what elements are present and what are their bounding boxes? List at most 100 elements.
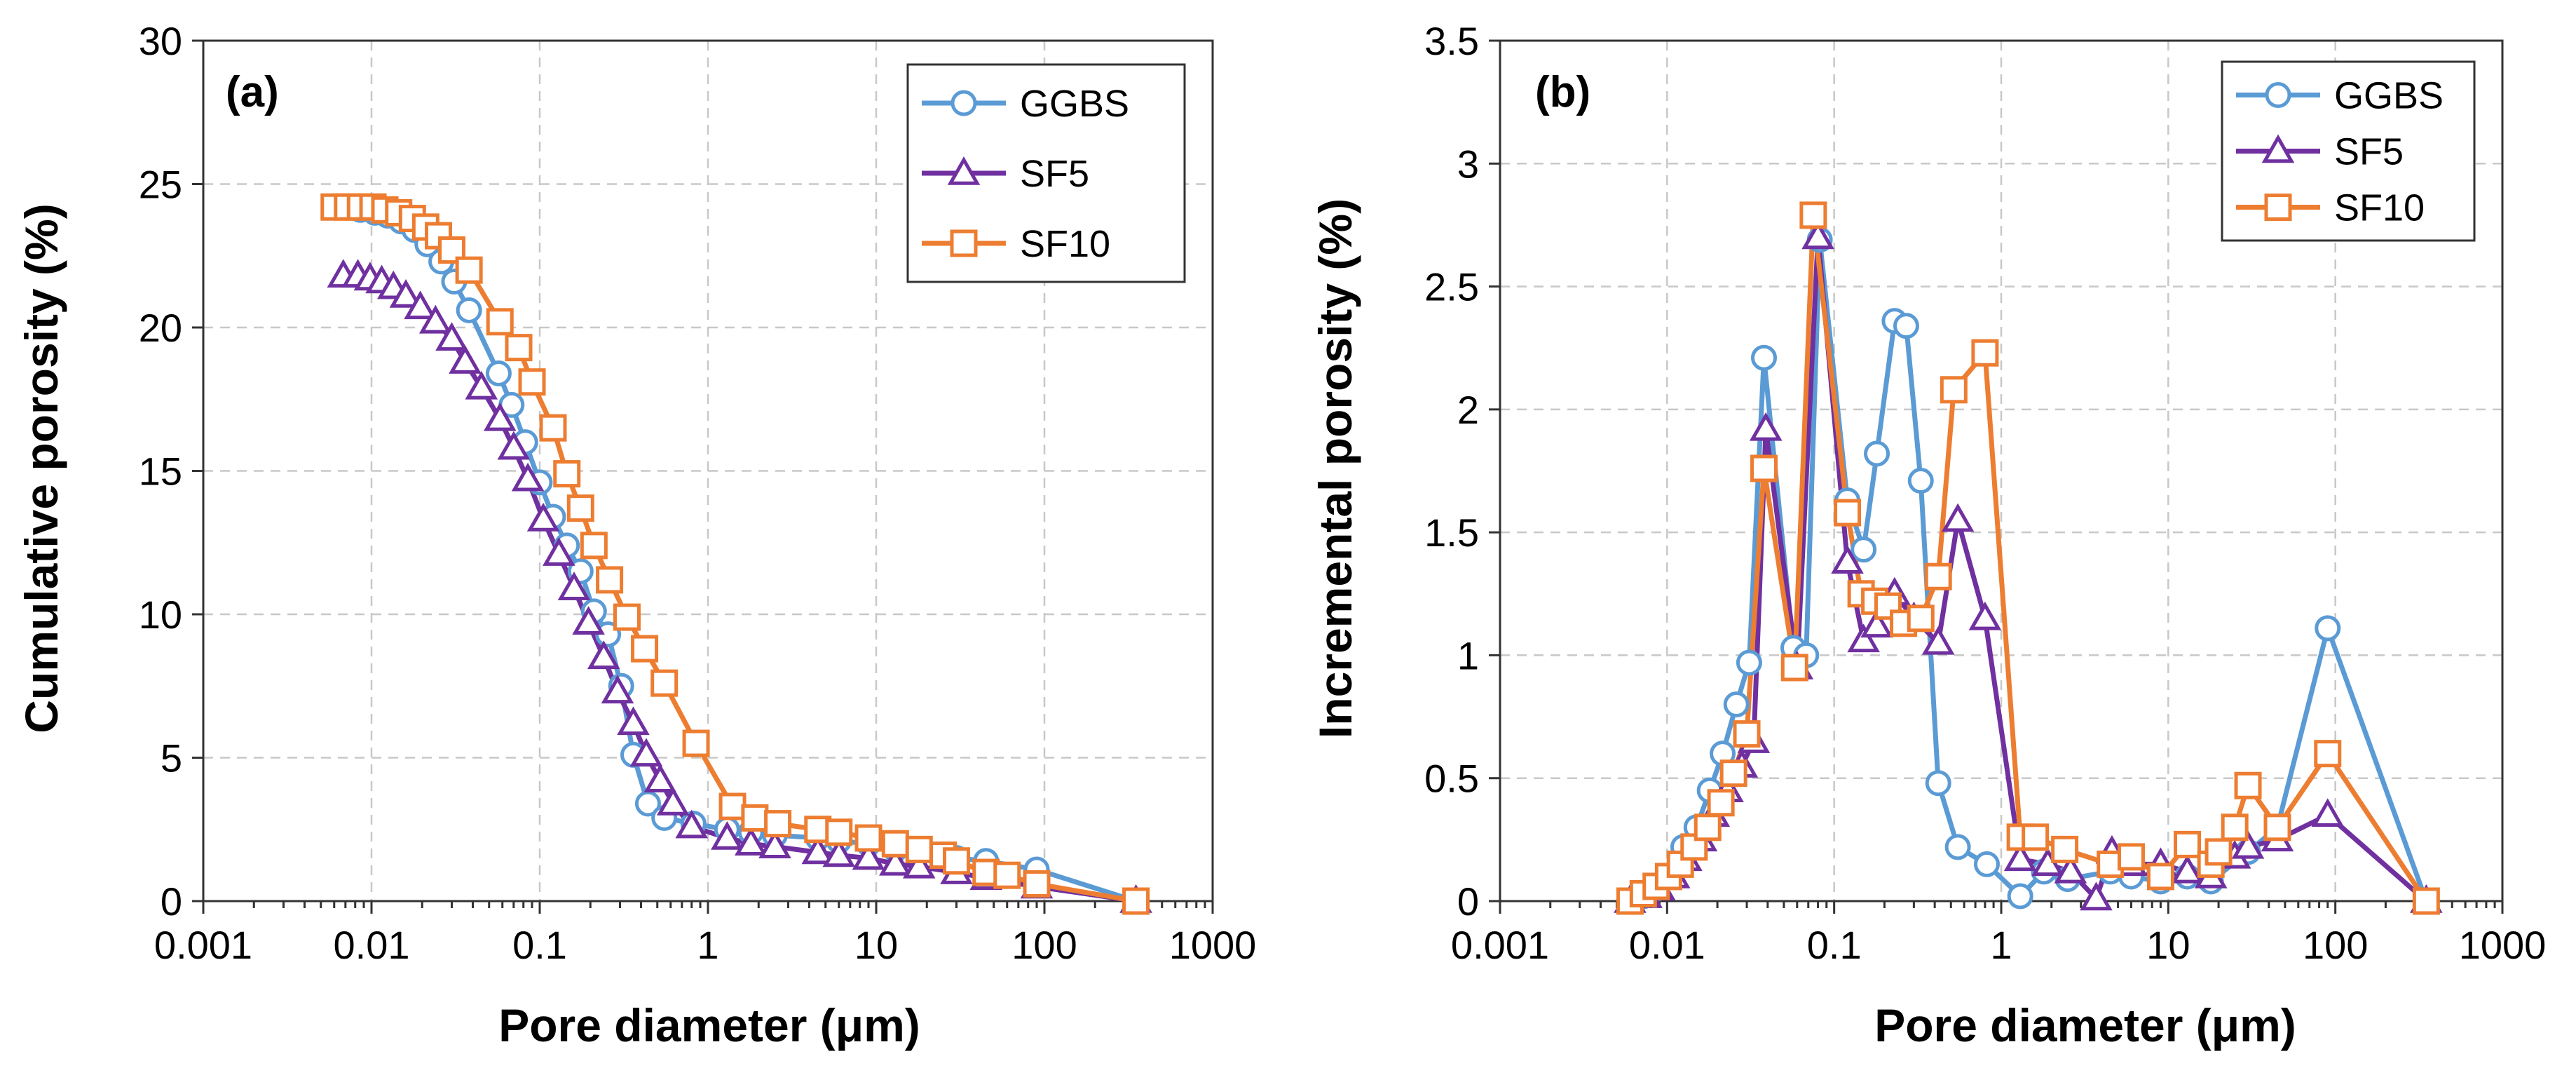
panel-a-sf5-data-point — [675, 809, 709, 839]
panel-a-sf10-data-point — [631, 635, 659, 663]
panel-b-x-tick-label: 0.01 — [1629, 923, 1705, 967]
panel-a-x-tick-label: 10 — [854, 923, 898, 967]
panel-b-ggbs-data-point — [1864, 440, 1890, 467]
panel-a-y-axis-title: Cumulative porosity (%) — [15, 203, 67, 733]
panel-a-sf10-data-point — [718, 792, 747, 820]
panel-b-y-tick-label: 3.5 — [1424, 19, 1479, 63]
panel-a-x-tick-label: 1 — [697, 923, 718, 967]
panel-b-sf5-data-point — [2080, 881, 2113, 911]
panel-b-sf10-data-point — [2022, 823, 2050, 851]
panel-a-sf10-data-point — [613, 603, 641, 631]
panel-b-x-axis-title: Pore diameter (μm) — [1874, 999, 2296, 1051]
panel-a-sf10-data-point — [1122, 887, 1150, 915]
panel-b-series — [1614, 201, 2443, 915]
panel-b-sf10-data-point — [2412, 887, 2440, 915]
panel-b-ggbs-data-point — [1751, 344, 1778, 371]
panel-a-sf5-data-point — [435, 322, 468, 351]
panel-a-sf10-data-point — [854, 824, 882, 852]
panel-b-sf10-data-point — [2051, 835, 2079, 863]
panel-a-sf5-data-point — [526, 502, 560, 532]
panel-a-legend-ggbs-label: GGBS — [1020, 83, 1129, 125]
panel-a-legend-sf5-label: SF5 — [1020, 153, 1089, 195]
panel-b-ggbs-data-point — [1973, 851, 2000, 877]
panel-b-sf5-data-point — [1749, 412, 1783, 441]
panel-b-legend-sf5-label: SF5 — [2334, 131, 2404, 173]
panel-b-incremental-porosity: 0.001 0.01 0.1 1 10 100 1000 0 0.5 1 1.5 2 2.5 3 3.5 (… — [1309, 19, 2546, 1051]
panel-b-sf5-data-point — [1860, 609, 1893, 638]
panel-a-y-tick-label: 25 — [139, 163, 182, 207]
panel-b-sf10-data-point — [1924, 562, 1952, 590]
panel-b-sf10-data-point — [1834, 499, 1862, 527]
panel-b-x-tick-label: 1 — [1990, 923, 2012, 967]
panel-b-sf5-data-point — [1968, 601, 2002, 630]
panel-a-x-tick-label: 0.01 — [334, 923, 410, 967]
panel-b-sf10-data-point — [1707, 789, 1735, 817]
panel-b-sf10-data-point — [1780, 654, 1808, 682]
panel-b-ggbs-data-point — [1893, 313, 1919, 339]
panel-a-sf10-markers — [320, 193, 1150, 915]
panel-a-sf5-data-point — [389, 278, 423, 308]
panel-b-legend-sf10-marker — [2264, 194, 2292, 221]
panel-a-sf10-data-point — [993, 861, 1021, 889]
panel-a-sf10-data-point — [741, 804, 769, 832]
panel-b-sf5-data-point — [2054, 854, 2087, 884]
panel-a-sf10-data-point — [518, 368, 546, 396]
panel-b-x-tick-label: 0.1 — [1807, 923, 1862, 967]
panel-a-sf5-data-point — [852, 841, 885, 870]
panel-b-x-tick-label: 100 — [2303, 923, 2368, 967]
panel-b-sf10-data-point — [1666, 850, 1694, 878]
panel-a-sf5-data-point — [543, 537, 575, 566]
panel-a-sf5-data-point — [497, 431, 531, 460]
panel-a-sf10-data-point — [505, 334, 533, 362]
panel-a-sf10-data-point — [486, 308, 514, 336]
panel-a-legend-ggbs-marker — [950, 90, 977, 116]
panel-b-sf10-data-point — [1907, 604, 1935, 633]
panel-b-sf5-data-point — [1941, 503, 1975, 532]
panel-a-sf10-data-point — [650, 669, 679, 697]
panel-b-legend-ggbs-label: GGBS — [2334, 75, 2444, 117]
panel-a-sf10-data-point — [539, 414, 567, 442]
panel-a-sf10-data-point — [881, 830, 909, 858]
panel-a-legend-sf10-label: SF10 — [1020, 223, 1110, 265]
panel-b-legend-ggbs-marker — [2265, 82, 2291, 108]
panel-b-sf10-data-point — [1940, 376, 1968, 404]
panel-a-sf5-data-point — [629, 738, 663, 767]
panel-a-y-tick-label: 0 — [161, 879, 182, 924]
panel-a-sf5-data-point — [822, 838, 856, 867]
panel-a-ticks: 0.001 0.01 0.1 1 10 100 1000 0 5 10 15 20 25 30 — [139, 19, 1257, 967]
panel-a-sf10-data-point — [943, 847, 971, 875]
panel-a-ggbs-data-point — [485, 360, 512, 386]
panel-a-sf5-data-point — [617, 706, 650, 736]
panel-a-sf5-data-point — [758, 830, 791, 859]
panel-a-x-axis-title: Pore diameter (μm) — [498, 999, 920, 1051]
panel-b-sf10-data-point — [2234, 771, 2262, 799]
panel-a-y-tick-label: 15 — [139, 449, 182, 494]
panel-a-sf5-data-point — [601, 675, 634, 704]
panel-a-sf5-data-point — [557, 572, 591, 600]
panel-b-sf10-data-point — [1971, 339, 1999, 367]
panel-a-sf10-data-point — [825, 818, 853, 846]
panel-a-legend-sf5-marker — [947, 156, 981, 185]
panel-b-sf5-data-point — [2003, 842, 2037, 872]
panel-b-legend-sf10-label: SF10 — [2334, 187, 2425, 229]
panel-b-sf10-data-point — [2117, 843, 2145, 871]
panel-b-sf5-data-point — [1847, 623, 1880, 653]
panel-b-sf5-data-point — [2231, 830, 2265, 859]
panel-a-sf5-data-point — [404, 290, 437, 320]
panel-a-label: (a) — [226, 68, 279, 116]
panel-a-sf5-data-point — [449, 345, 482, 374]
panel-b-sf10-data-point — [2173, 830, 2201, 858]
panel-a-y-tick-label: 30 — [139, 19, 182, 63]
panel-b-legend: GGBS SF5 SF10 — [2221, 60, 2476, 242]
panel-b-sf10-data-point — [1799, 201, 1827, 229]
panel-b-ggbs-data-point — [1944, 834, 1971, 860]
panel-b-y-tick-label: 0 — [1457, 879, 1479, 924]
panel-a-sf10-data-point — [566, 494, 594, 522]
panel-b-sf5-data-point — [1801, 220, 1834, 250]
panel-a-x-tick-label: 0.001 — [154, 923, 252, 967]
panel-b-sf5-data-point — [2171, 854, 2204, 884]
panel-b-ggbs-data-point — [1723, 691, 1750, 718]
panel-b-ggbs-data-point — [2007, 883, 2033, 910]
